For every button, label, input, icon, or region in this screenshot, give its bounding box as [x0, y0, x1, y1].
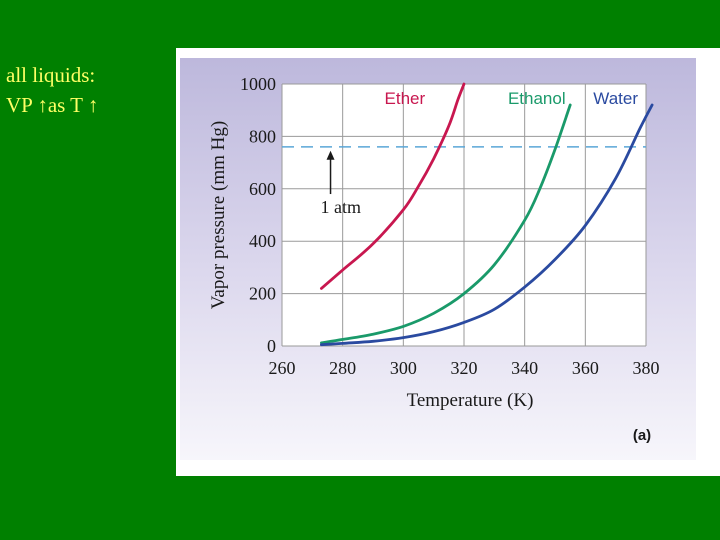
series-label-ether: Ether — [385, 89, 426, 108]
x-tick-label-340: 340 — [511, 358, 538, 378]
series-label-water: Water — [593, 89, 638, 108]
y-axis-title: Vapor pressure (mm Hg) — [208, 121, 229, 309]
x-tick-label-380: 380 — [633, 358, 660, 378]
annotation-1-atm-label: 1 atm — [321, 197, 362, 217]
annotation-arrowhead — [326, 150, 335, 160]
x-tick-label-320: 320 — [451, 358, 478, 378]
vapor-pressure-chart: 260 280 300 320 340 360 380 0 200 400 600 800 1000 Te… — [180, 58, 696, 460]
slide-text-line-1: all liquids: — [6, 63, 96, 87]
x-tick-label-360: 360 — [572, 358, 599, 378]
x-tick-label-300: 300 — [390, 358, 417, 378]
x-tick-label-260: 260 — [269, 358, 296, 378]
series-line-ethanol — [320, 103, 572, 345]
y-tick-label-200: 200 — [249, 284, 276, 304]
y-tick-label-0: 0 — [267, 336, 276, 356]
x-tick-label-280: 280 — [329, 358, 356, 378]
slide-text-line-2: VP ↑as T ↑ — [6, 93, 99, 117]
y-tick-label-400: 400 — [249, 231, 276, 251]
y-tick-label-600: 600 — [249, 179, 276, 199]
figure-caption: (a) — [633, 427, 651, 444]
slide-bullet-text: all liquids: VP ↑as T ↑ — [6, 60, 98, 120]
x-axis-title: Temperature (K) — [407, 390, 534, 411]
y-tick-label-800: 800 — [249, 126, 276, 146]
series-line-water — [320, 103, 654, 347]
y-tick-label-1000: 1000 — [240, 74, 276, 94]
series-label-ethanol: Ethanol — [508, 89, 566, 108]
figure-card: 260 280 300 320 340 360 380 0 200 400 600 800 1000 Te… — [176, 48, 720, 476]
series-line-ether — [320, 82, 466, 290]
